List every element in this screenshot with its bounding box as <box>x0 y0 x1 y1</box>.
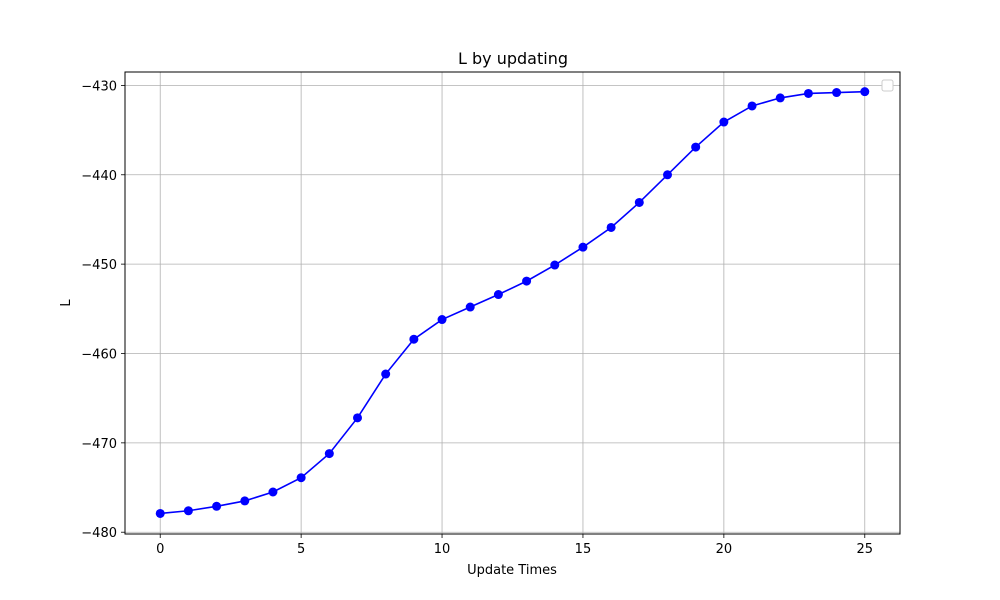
data-point <box>832 88 842 98</box>
y-tick-label: −430 <box>81 79 117 94</box>
x-axis-ticks: 0 5 10 15 20 25 <box>156 534 873 557</box>
data-point <box>747 101 757 111</box>
x-tick-label: 25 <box>856 542 873 557</box>
data-point <box>803 88 813 98</box>
series-layer <box>155 87 870 518</box>
data-point <box>465 302 475 312</box>
data-point <box>606 222 616 232</box>
y-axis-ticks: −480 −470 −460 −450 −440 −430 <box>81 79 125 541</box>
y-tick-label: −450 <box>81 258 117 273</box>
x-tick-label: 5 <box>297 542 305 557</box>
data-point <box>578 242 588 252</box>
data-point <box>663 170 672 180</box>
data-point <box>493 290 503 300</box>
data-point <box>183 506 193 516</box>
x-tick-label: 15 <box>575 542 592 557</box>
x-tick-label: 10 <box>434 542 451 557</box>
data-point <box>296 473 306 483</box>
data-point <box>437 315 447 325</box>
data-point <box>522 276 532 286</box>
data-point <box>719 117 729 127</box>
data-point <box>353 413 362 423</box>
x-tick-label: 0 <box>156 542 164 557</box>
plot-frame <box>124 71 901 535</box>
data-point <box>240 496 250 506</box>
data-point <box>155 508 165 518</box>
series-line <box>160 90 865 515</box>
y-tick-label: −460 <box>81 347 117 362</box>
y-tick-label: −470 <box>81 437 117 452</box>
data-point <box>634 197 644 207</box>
y-axis-label: L <box>59 299 74 307</box>
data-point <box>691 142 701 152</box>
data-point <box>268 487 278 497</box>
x-axis-label: Update Times <box>467 563 557 578</box>
grid-lines <box>125 72 900 534</box>
data-point <box>775 93 785 103</box>
x-tick-label: 20 <box>716 542 733 557</box>
data-point <box>381 369 391 379</box>
y-tick-label: −440 <box>81 169 117 184</box>
data-point <box>212 501 222 511</box>
empty-legend-box <box>881 79 894 92</box>
data-point <box>550 260 560 270</box>
data-point <box>324 449 334 459</box>
data-point <box>409 334 419 344</box>
chart-title: L by updating <box>458 49 568 68</box>
y-tick-label: −480 <box>81 526 117 541</box>
data-point <box>860 87 870 97</box>
